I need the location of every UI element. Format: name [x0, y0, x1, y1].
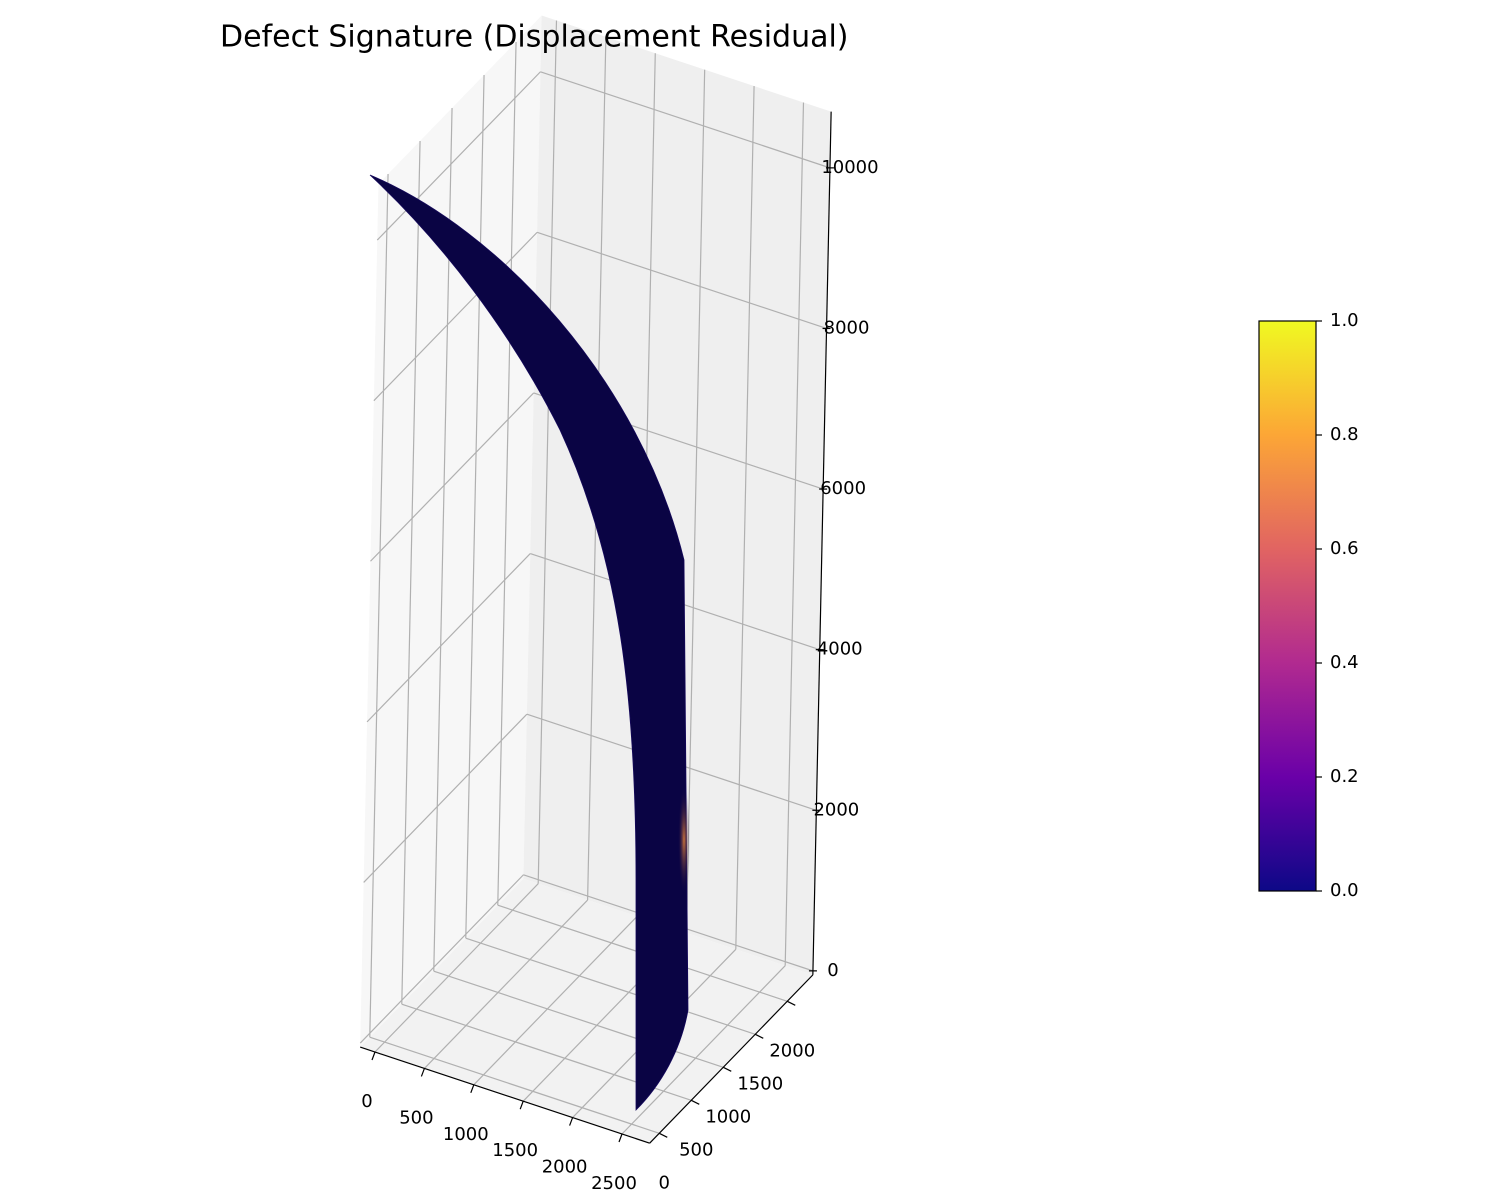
y-tick-label: 500	[679, 1139, 713, 1160]
grid-line	[473, 916, 638, 1086]
z-tick-label: 10000	[821, 157, 878, 178]
grid-line	[423, 899, 589, 1069]
colorbar	[1258, 320, 1317, 892]
x-tick-label: 0	[361, 1091, 372, 1112]
surface-hotspot	[678, 785, 690, 895]
x-tick-label: 2500	[591, 1173, 637, 1194]
y-tick-label: 1000	[705, 1106, 751, 1127]
grid-line	[465, 937, 756, 1035]
colorbar-tick-label: 0.4	[1330, 652, 1359, 673]
grid-line	[374, 883, 539, 1053]
grid-line	[540, 71, 831, 169]
grid-line	[366, 553, 531, 723]
x-tick-label: 1500	[492, 1140, 538, 1161]
colorbar-tick-label: 0.2	[1330, 766, 1359, 787]
x-tick-label: 500	[399, 1107, 433, 1128]
x-tick	[618, 1133, 623, 1143]
grid-line	[359, 874, 524, 1044]
x-tick	[470, 1084, 475, 1094]
grid-line	[497, 41, 517, 906]
surface	[369, 174, 690, 1111]
x-tick	[420, 1068, 425, 1077]
grid-line	[621, 965, 786, 1135]
grid-line	[369, 173, 389, 1038]
grid-line	[784, 102, 805, 966]
colorbar-tick-label: 0.8	[1330, 424, 1359, 445]
z-tick-label: 0	[827, 960, 838, 981]
colorbar-tick-label: 1.0	[1330, 310, 1359, 331]
grid-line	[401, 140, 421, 1005]
pane-back	[523, 15, 832, 975]
y-tick	[754, 1033, 764, 1039]
grid-line	[373, 231, 538, 402]
grid-line	[465, 74, 485, 939]
colorbar-tick-label: 0.6	[1330, 538, 1359, 559]
z-tick-label: 2000	[813, 799, 859, 820]
y-tick-label: 1500	[737, 1073, 783, 1094]
grid-line	[376, 71, 541, 241]
y-tick-label: 2000	[769, 1040, 815, 1061]
x-axis	[359, 1046, 650, 1144]
grid-line	[369, 1036, 660, 1134]
x-tick-label: 2000	[542, 1157, 588, 1178]
grid-line	[536, 231, 827, 330]
y-tick	[690, 1099, 700, 1105]
x-tick	[569, 1117, 574, 1126]
z-tick-label: 6000	[820, 478, 866, 499]
surface-mesh	[369, 174, 689, 1111]
x-tick	[519, 1100, 524, 1110]
x-tick-label: 1000	[443, 1124, 489, 1145]
y-axis	[649, 974, 814, 1144]
grid-line	[370, 392, 535, 562]
grid-line	[735, 86, 755, 950]
grid-line	[363, 713, 528, 883]
pane-floor	[360, 878, 813, 1144]
z-tick-label: 8000	[824, 317, 870, 338]
grid-line	[537, 20, 558, 884]
y-tick	[722, 1066, 732, 1072]
colorbar-tick-label: 0.0	[1330, 880, 1359, 901]
z-axis	[812, 111, 832, 975]
grid-line	[685, 69, 706, 933]
y-tick	[786, 1000, 796, 1006]
chart-title: Defect Signature (Displacement Residual)	[220, 20, 849, 55]
axes-3d	[359, 15, 834, 1144]
y-tick	[658, 1132, 668, 1138]
x-tick	[371, 1051, 376, 1061]
z-tick-label: 4000	[817, 639, 863, 660]
y-tick-label: 0	[659, 1172, 670, 1193]
